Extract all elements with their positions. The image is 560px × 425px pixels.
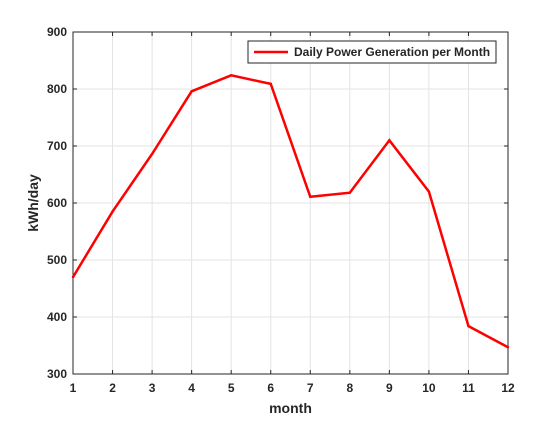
y-tick-label: 900 — [47, 25, 67, 39]
x-tick-label: 9 — [386, 381, 393, 395]
legend-box — [247, 40, 497, 64]
x-tick-label: 6 — [267, 381, 274, 395]
y-tick-label: 600 — [47, 196, 67, 210]
y-tick-label: 300 — [47, 367, 67, 381]
data-point — [427, 190, 431, 193]
data-point — [71, 275, 75, 279]
data-point — [506, 346, 510, 349]
data-point — [111, 210, 114, 213]
x-tick-label: 3 — [149, 381, 156, 395]
x-tick-label: 2 — [109, 381, 116, 395]
x-tick-label: 10 — [422, 381, 436, 395]
y-axis-title: kWh/day — [25, 174, 41, 232]
x-tick-label: 11 — [462, 381, 475, 395]
data-point — [269, 82, 272, 86]
grid — [72, 31, 509, 375]
series-layer — [71, 74, 510, 349]
axis-ticks — [72, 31, 509, 375]
y-tick-label: 500 — [47, 253, 67, 267]
x-tick-label: 1 — [70, 381, 77, 395]
y-tick-label: 800 — [47, 82, 67, 96]
data-point — [150, 152, 154, 156]
data-point — [229, 74, 233, 77]
x-tick-label: 7 — [307, 381, 314, 395]
x-tick-label: 5 — [228, 381, 235, 395]
y-tick-label: 400 — [47, 310, 67, 324]
legend: Daily Power Generation per Month — [247, 40, 497, 64]
data-point — [348, 191, 352, 194]
legend-label: Daily Power Generation per Month — [294, 45, 490, 59]
data-point — [467, 324, 470, 328]
data-point — [309, 195, 312, 198]
x-axis-title: month — [269, 400, 312, 416]
y-tick-label: 700 — [47, 139, 67, 153]
x-tick-label: 4 — [188, 381, 195, 395]
series-line — [71, 74, 509, 349]
x-tick-label: 12 — [501, 381, 515, 395]
data-point — [388, 139, 391, 142]
data-point — [190, 90, 193, 93]
x-tick-label: 8 — [346, 381, 353, 395]
